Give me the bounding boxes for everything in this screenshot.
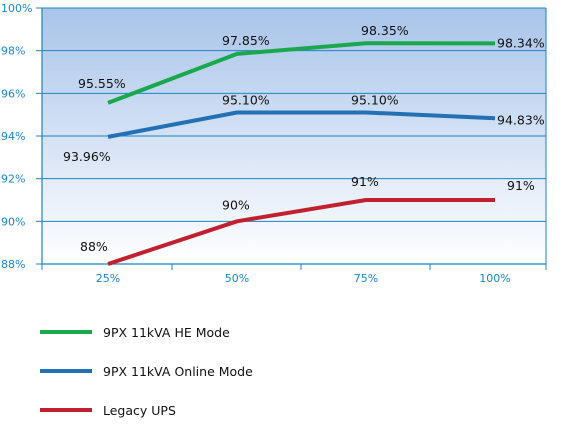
y-tick-label: 90% [1, 215, 25, 228]
data-label: 95.55% [78, 76, 126, 91]
legend-label: 9PX 11kVA Online Mode [103, 363, 253, 379]
series-line-2 [107, 198, 495, 266]
y-tick-label: 96% [1, 87, 25, 100]
y-tick-label: 94% [1, 130, 25, 143]
x-tick-label: 25% [96, 272, 120, 285]
y-tick-label: 98% [1, 45, 25, 58]
data-label: 95.10% [222, 93, 270, 108]
legend-swatch [40, 408, 92, 412]
data-label: 95.10% [351, 93, 399, 108]
legend: 9PX 11kVA HE Mode 9PX 11kVA Online Mode … [40, 322, 253, 439]
data-label: 88% [80, 239, 108, 254]
legend-item-online-mode: 9PX 11kVA Online Mode [40, 361, 253, 381]
y-axis-ticks: 88% 90% 92% 94% 96% 98% 100% [1, 2, 42, 271]
x-tick-label: 100% [479, 272, 510, 285]
legend-swatch [40, 369, 92, 373]
gridlines [42, 7, 546, 222]
legend-item-he-mode: 9PX 11kVA HE Mode [40, 322, 253, 342]
legend-label: Legacy UPS [103, 402, 176, 418]
x-axis-ticks: 25% 50% 75% 100% [41, 264, 547, 285]
x-tick-label: 50% [225, 272, 249, 285]
data-label: 91% [351, 174, 379, 189]
data-label: 94.83% [497, 112, 545, 127]
x-tick-label: 75% [354, 272, 378, 285]
y-tick-label: 92% [1, 173, 25, 186]
data-label: 93.96% [63, 149, 111, 164]
y-tick-label: 88% [1, 258, 25, 271]
data-label: 90% [222, 197, 250, 212]
data-label: 98.35% [361, 23, 409, 38]
data-label: 91% [507, 178, 535, 193]
data-label: 97.85% [222, 33, 270, 48]
y-tick-label: 100% [1, 2, 32, 15]
legend-swatch [40, 330, 92, 334]
data-label: 98.34% [497, 35, 545, 50]
data-labels: 95.55% 97.85% 98.35% 98.34% 93.96% 95.10% 95.1… [63, 23, 545, 254]
legend-item-legacy-ups: Legacy UPS [40, 400, 253, 420]
legend-label: 9PX 11kVA HE Mode [103, 324, 230, 340]
line-chart: 88% 90% 92% 94% 96% 98% 100% 25% 50% 75% 100% 95.… [1, 2, 547, 285]
series-line-0 [107, 41, 496, 105]
series-lines [107, 41, 496, 266]
series-line-1 [107, 110, 496, 139]
